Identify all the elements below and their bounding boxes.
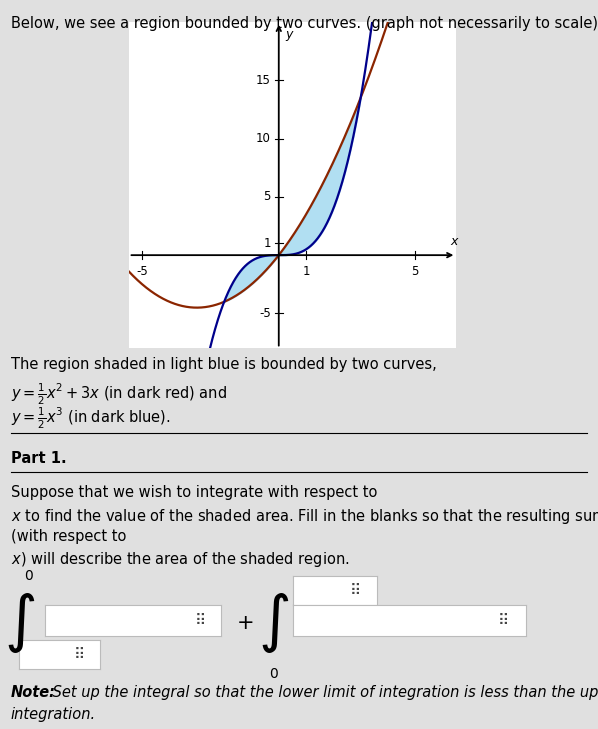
Text: $\int$: $\int$ — [4, 591, 35, 655]
Text: The region shaded in light blue is bounded by two curves,: The region shaded in light blue is bound… — [11, 357, 437, 373]
Text: integration.: integration. — [11, 707, 96, 722]
Text: 0: 0 — [270, 667, 278, 681]
Text: 5: 5 — [411, 265, 419, 278]
Text: 0: 0 — [25, 569, 33, 583]
Text: Part 1.: Part 1. — [11, 451, 66, 467]
Text: ⠿: ⠿ — [74, 647, 86, 662]
Text: (with respect to: (with respect to — [11, 529, 126, 544]
Text: 10: 10 — [256, 132, 271, 145]
Text: Note:: Note: — [11, 685, 56, 701]
Text: ⠿: ⠿ — [194, 613, 206, 628]
Text: -5: -5 — [136, 265, 148, 278]
Text: $x$ to find the value of the shaded area. Fill in the blanks so that the resulti: $x$ to find the value of the shaded area… — [11, 507, 598, 526]
Text: $y = \frac{1}{2}x^3$ (in dark blue).: $y = \frac{1}{2}x^3$ (in dark blue). — [11, 405, 170, 431]
Text: Below, we see a region bounded by two curves. (graph not necessarily to scale): Below, we see a region bounded by two cu… — [11, 16, 598, 31]
Text: 5: 5 — [264, 190, 271, 203]
Text: 1: 1 — [263, 237, 271, 250]
Text: +: + — [236, 613, 254, 634]
Text: 15: 15 — [256, 74, 271, 87]
Text: y: y — [286, 28, 293, 41]
Text: ⠿: ⠿ — [498, 613, 508, 628]
Text: -5: -5 — [259, 307, 271, 320]
Text: $\int$: $\int$ — [258, 591, 289, 655]
Text: 1: 1 — [303, 265, 310, 278]
Text: $x$) will describe the area of the shaded region.: $x$) will describe the area of the shade… — [11, 550, 349, 569]
Text: Set up the integral so that the lower limit of integration is less than the uppe: Set up the integral so that the lower li… — [48, 685, 598, 701]
Text: x: x — [451, 235, 458, 248]
Text: Suppose that we wish to integrate with respect to: Suppose that we wish to integrate with r… — [11, 485, 377, 500]
Text: $y = \frac{1}{2}x^2 + 3x$ (in dark red) and: $y = \frac{1}{2}x^2 + 3x$ (in dark red) … — [11, 381, 227, 407]
Text: ⠿: ⠿ — [350, 583, 361, 598]
